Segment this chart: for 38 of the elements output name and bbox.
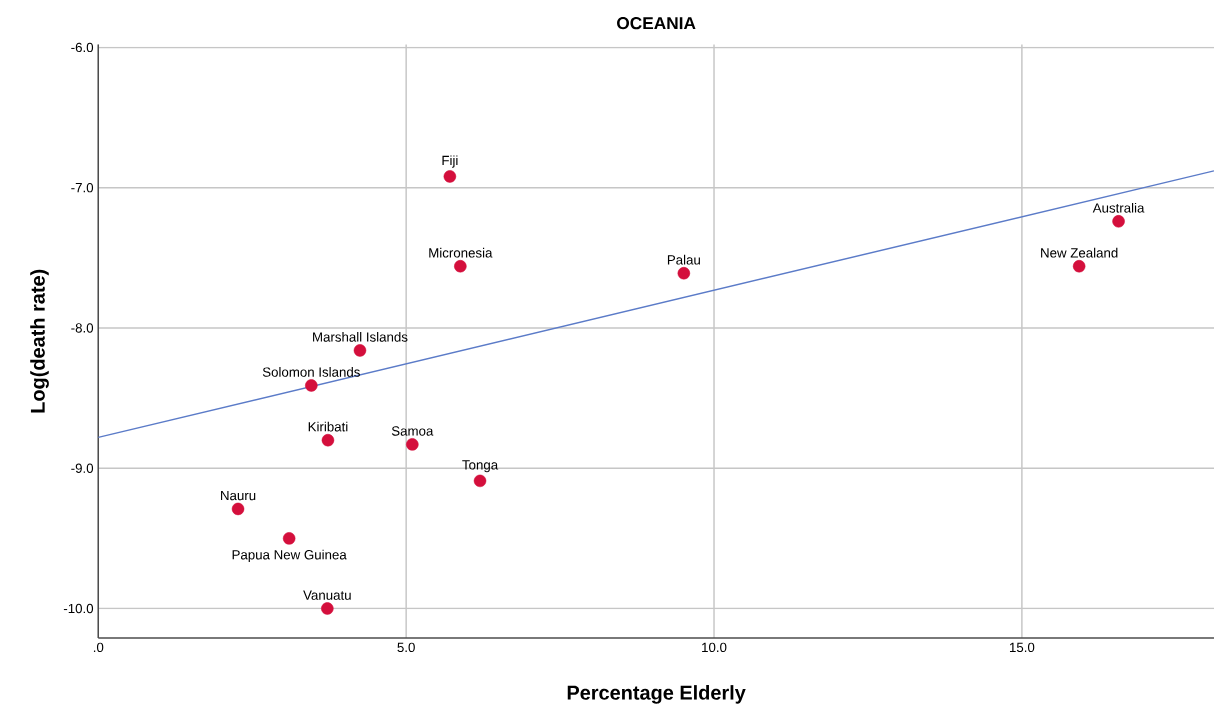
- point: [321, 602, 334, 615]
- annotation: Solomon Islands: [262, 367, 360, 377]
- annotation: Nauru: [221, 490, 256, 501]
- point: [406, 438, 419, 451]
- y-tick-label: -7.0: [71, 182, 94, 193]
- point: [454, 260, 467, 273]
- point: [443, 170, 457, 183]
- point: [231, 502, 245, 516]
- x-tick-label: 10.0: [702, 642, 727, 653]
- point: [305, 379, 318, 392]
- x-tick-label: 15.0: [1009, 642, 1035, 653]
- annotation: Australia: [1092, 202, 1145, 213]
- y-tick-label: -6.0: [71, 42, 94, 53]
- annotation: Micronesia: [429, 247, 493, 258]
- point: [282, 532, 296, 545]
- point: [677, 267, 691, 280]
- annotation: Vanuatu: [303, 590, 351, 600]
- annotation: New Zealand: [1041, 247, 1118, 258]
- y-tick-label: -10.0: [63, 603, 94, 614]
- chart-title: OCEANIA: [617, 17, 696, 30]
- annotation: Tonga: [462, 460, 499, 473]
- point: [1112, 215, 1125, 228]
- annotation: Fiji: [442, 155, 458, 168]
- x-tick-label: .0: [93, 642, 104, 653]
- x-tick-label: 5.0: [397, 642, 415, 653]
- annotation: Kiribati: [308, 421, 348, 432]
- annotation: Papua New Guinea: [232, 549, 347, 563]
- point: [353, 344, 367, 357]
- y-tick-label: -9.0: [71, 463, 94, 473]
- point: [1072, 260, 1086, 273]
- annotation: Marshall Islands: [313, 331, 408, 342]
- annotation: Palau: [667, 254, 700, 265]
- x-axis-title: Percentage Elderly: [567, 685, 746, 704]
- annotation: Samoa: [391, 426, 434, 436]
- y-tick-label: -8.0: [71, 323, 94, 333]
- point: [473, 474, 487, 488]
- point: [321, 433, 335, 447]
- y-axis-title: Log(death rate): [30, 269, 49, 413]
